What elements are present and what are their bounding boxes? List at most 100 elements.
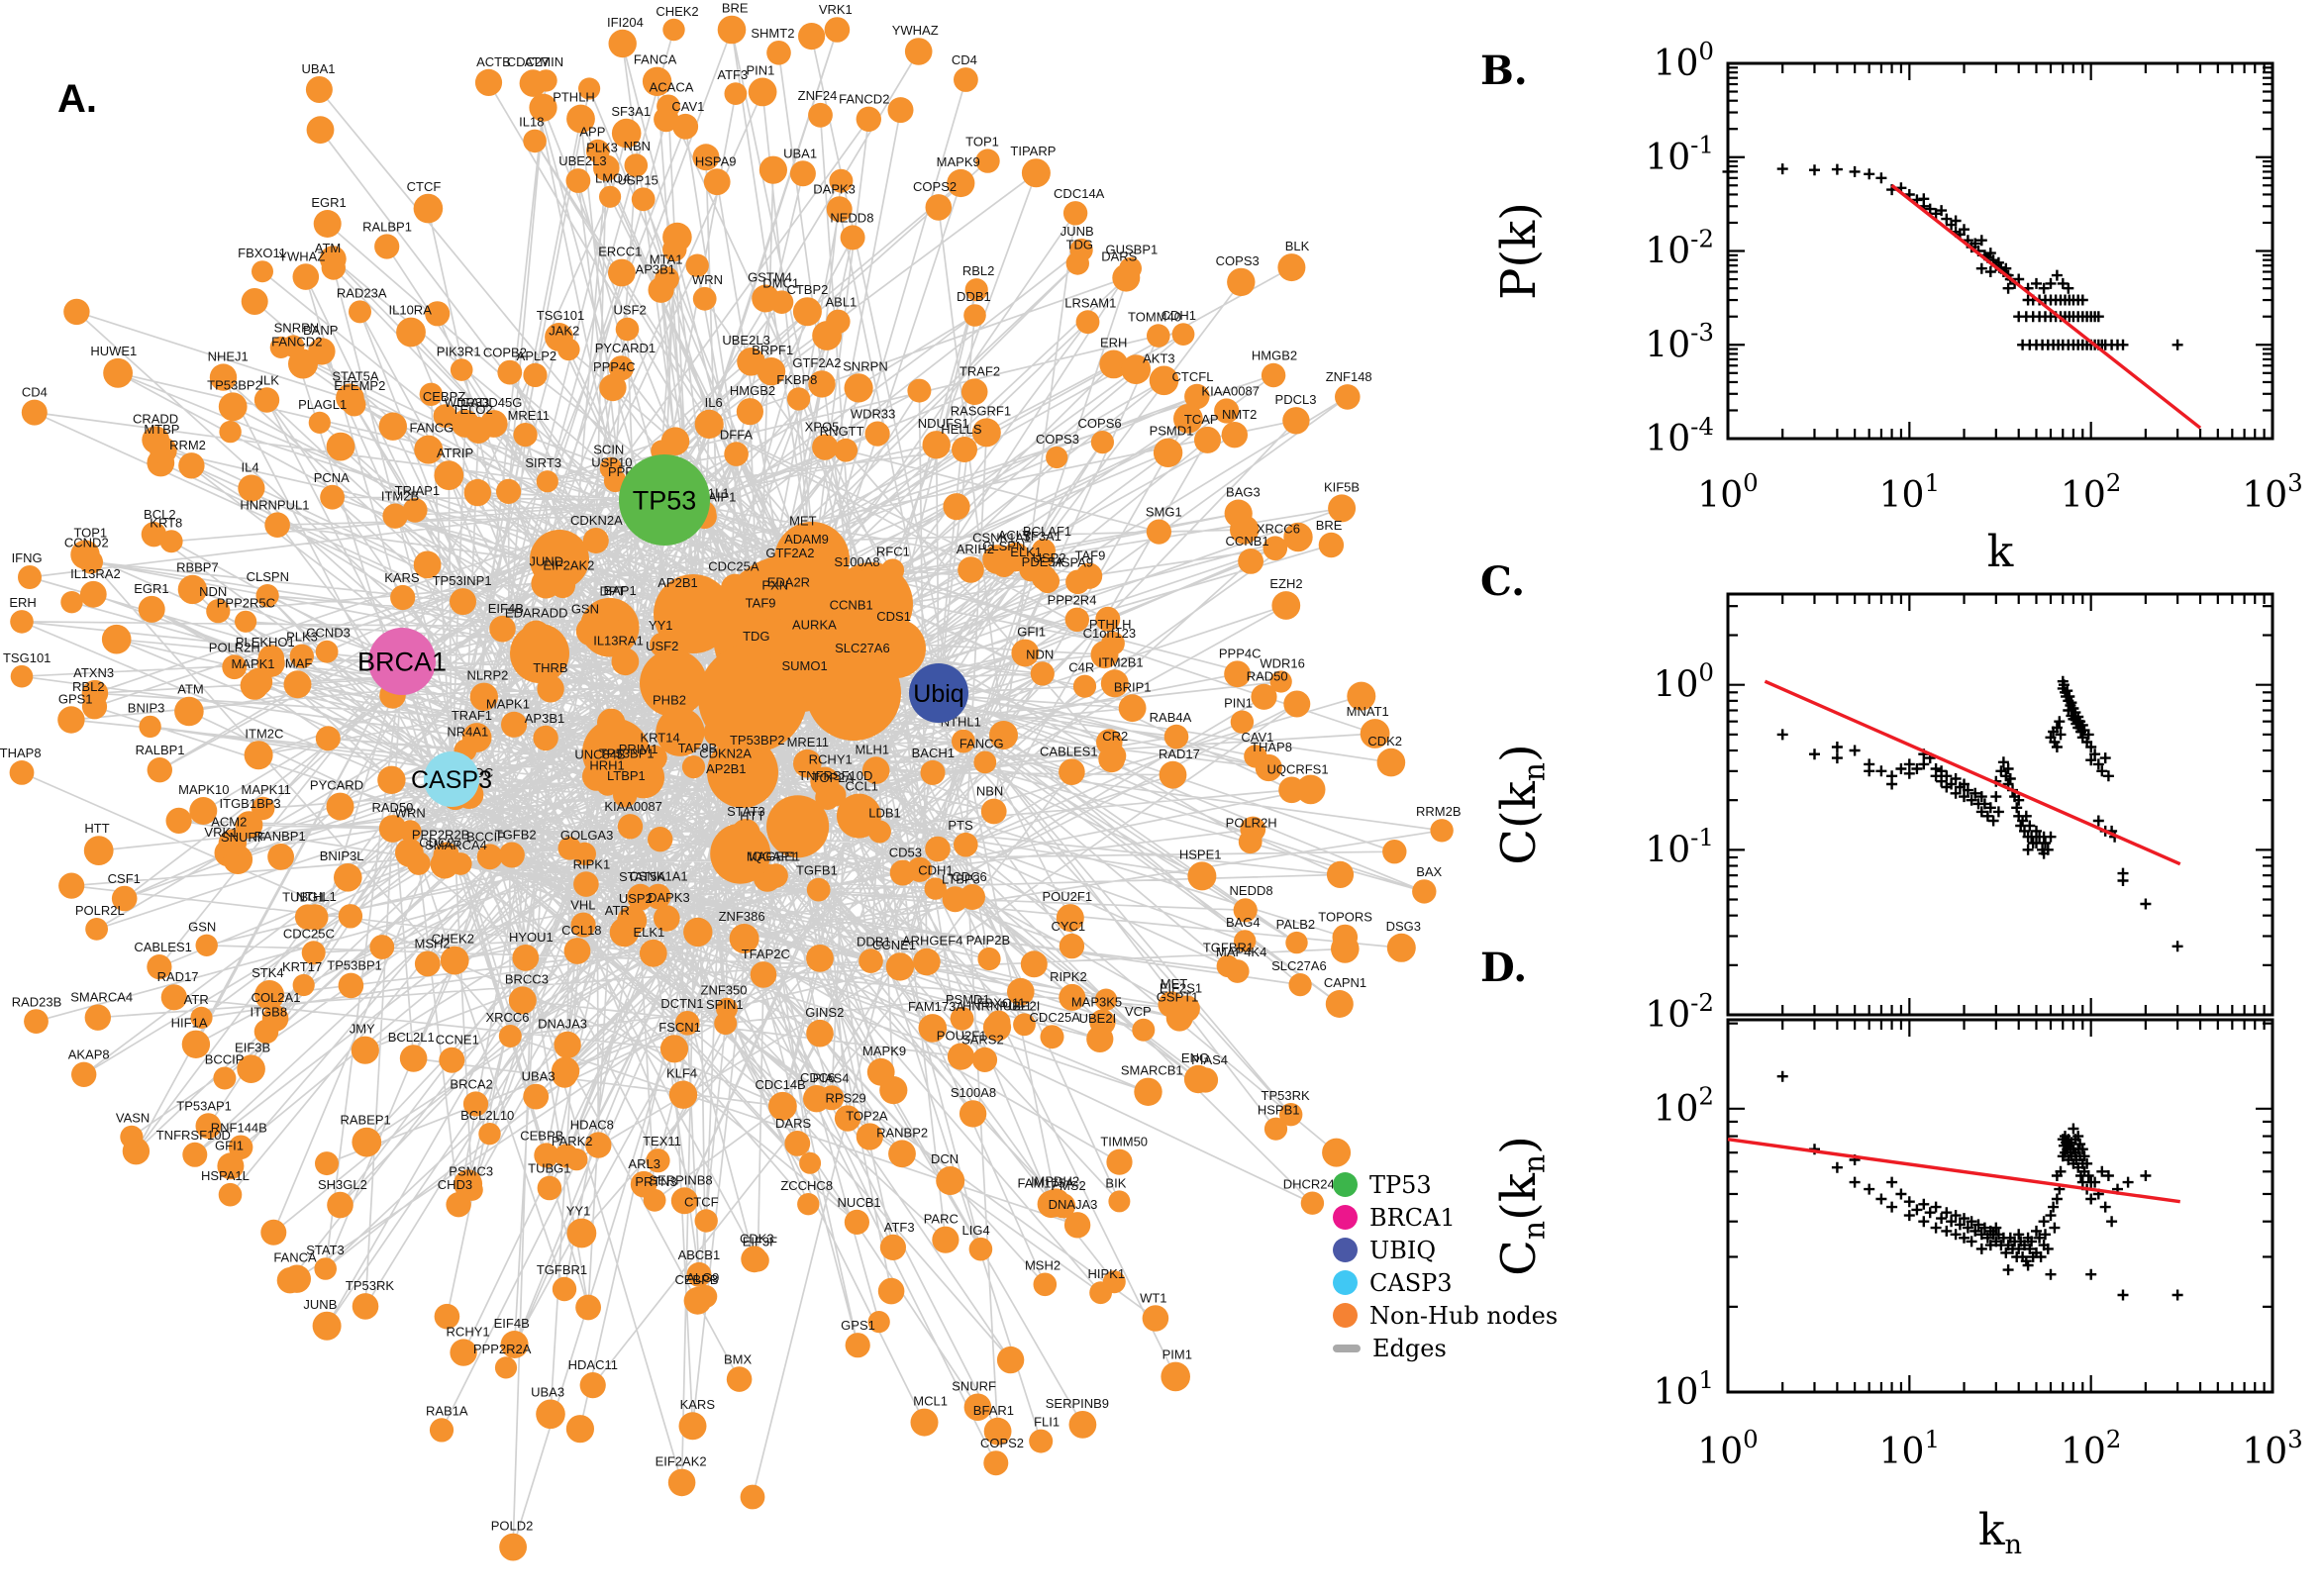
network-node xyxy=(792,297,822,327)
network-node xyxy=(566,104,595,134)
fit-line-d xyxy=(1727,1138,2180,1204)
network-node-label: ACACA xyxy=(650,80,694,95)
network-node-label: BRIP1 xyxy=(1114,679,1152,694)
network-node-label: S100A8 xyxy=(951,1085,996,1100)
x-tick-label-10e2: 102 xyxy=(2061,468,2121,516)
network-node xyxy=(315,726,341,751)
network-node-label: MET xyxy=(789,513,817,528)
network-node xyxy=(1030,661,1055,686)
network-node-label: FANCA xyxy=(634,52,677,67)
network-node-label: CDC14B xyxy=(755,1077,805,1092)
network-node-label: SH3GL2 xyxy=(318,1177,367,1192)
network-node xyxy=(858,948,883,973)
network-node xyxy=(646,883,671,910)
network-node xyxy=(178,452,205,479)
network-node-label: ZNF148 xyxy=(1326,369,1372,384)
network-node-label: GFI1 xyxy=(1017,625,1046,640)
network-node-label: MAPK10 xyxy=(178,782,229,797)
network-node-label: BAG4 xyxy=(1226,915,1261,930)
network-node-label: WDR33 xyxy=(445,395,490,410)
network-node-label: RABEP1 xyxy=(340,1113,390,1128)
network-node xyxy=(554,1031,581,1059)
network-node-label: RALBP1 xyxy=(362,219,412,234)
legend-label-casp3: CASP3 xyxy=(1369,1268,1453,1297)
network-node-label: CLSPN xyxy=(982,539,1025,553)
network-node xyxy=(181,1030,211,1059)
network-node xyxy=(292,263,320,290)
network-node-label: UBE2I xyxy=(1003,999,1041,1014)
network-node-label: ITM2B1 xyxy=(1098,654,1144,669)
network-node xyxy=(617,814,644,840)
network-node xyxy=(1360,719,1390,748)
network-node xyxy=(1386,933,1416,962)
network-node-label: RAD17 xyxy=(1159,747,1200,761)
network-node-label: WRN xyxy=(692,272,723,287)
network-node xyxy=(844,1209,870,1235)
network-node-label: EZH2 xyxy=(1269,576,1302,591)
x-axis-title-b: k xyxy=(1987,527,2014,577)
network-node-label: XRCC6 xyxy=(485,1010,529,1025)
network-node xyxy=(639,939,667,967)
network-node-label: BRE xyxy=(1316,518,1343,533)
network-node-label: CTCF xyxy=(684,1194,719,1209)
network-node-label: VASN xyxy=(116,1111,150,1126)
network-node xyxy=(864,421,890,447)
network-node xyxy=(537,1175,562,1201)
x-tick-label-10e1: 101 xyxy=(1879,468,1940,516)
network-node-label: FANCA xyxy=(273,1250,317,1265)
network-node xyxy=(566,1218,597,1248)
network-node-label: SUMO1 xyxy=(781,658,827,673)
network-node xyxy=(213,1066,237,1090)
network-node xyxy=(57,706,85,734)
network-node-label: DMC1 xyxy=(762,275,799,290)
network-node-label: BACH1 xyxy=(912,746,955,760)
y-tick-label-10e-1: 10-1 xyxy=(1645,131,1714,178)
network-node xyxy=(1050,1193,1076,1219)
network-node xyxy=(554,1144,579,1168)
network-node xyxy=(1412,879,1437,904)
network-node xyxy=(439,1047,465,1073)
network-node-label: CDC6 xyxy=(952,869,986,884)
network-node xyxy=(585,139,610,163)
network-node xyxy=(585,1132,612,1158)
network-node xyxy=(1295,774,1326,805)
network-node-label: GFI1 xyxy=(215,1138,244,1152)
network-node xyxy=(806,945,834,972)
network-node-label: AKT3 xyxy=(1143,351,1175,366)
network-node xyxy=(218,392,248,422)
network-node xyxy=(824,17,851,43)
network-node xyxy=(523,1083,550,1110)
network-node-label: ATF3 xyxy=(717,67,748,82)
network-node-label: ATXN3 xyxy=(73,665,114,680)
network-node xyxy=(885,952,915,981)
network-node xyxy=(561,559,584,582)
network-node xyxy=(399,820,422,843)
network-node xyxy=(806,1019,834,1047)
network-node xyxy=(244,741,273,770)
network-node-label: MAPK1 xyxy=(486,697,530,712)
network-node-label: MNAT1 xyxy=(1347,704,1389,719)
network-node-label: TP53BP2 xyxy=(207,377,262,392)
network-node-label: SNURF xyxy=(952,1379,996,1394)
network-node-label: HSPA9 xyxy=(1052,555,1093,570)
network-node xyxy=(660,590,701,630)
network-node-label: MSH2 xyxy=(415,936,451,950)
network-node-label: PPP2R2A xyxy=(473,1342,532,1356)
network-node xyxy=(837,654,882,701)
network-node-label: UBA1 xyxy=(783,146,817,160)
network-node xyxy=(968,1237,993,1261)
network-node-label: SLC27A6 xyxy=(835,641,890,655)
network-node xyxy=(513,423,538,448)
x-tick-label-10e3: 103 xyxy=(2242,468,2302,516)
network-node xyxy=(1382,840,1407,864)
network-node xyxy=(399,1045,428,1072)
network-node xyxy=(139,715,161,739)
network-node-label: GPS1 xyxy=(841,1318,875,1333)
network-node-label: HRH1 xyxy=(589,758,624,773)
network-node-label: NLRP2 xyxy=(466,668,508,683)
network-node-label: BCL2 xyxy=(144,507,176,522)
network-node-label: RNF144B xyxy=(211,1121,267,1136)
legend-item-ubiq: UBIQ xyxy=(1333,1234,1558,1266)
network-node-label: ITGB8 xyxy=(251,1005,288,1020)
network-node-label: TP53RK xyxy=(346,1278,394,1293)
